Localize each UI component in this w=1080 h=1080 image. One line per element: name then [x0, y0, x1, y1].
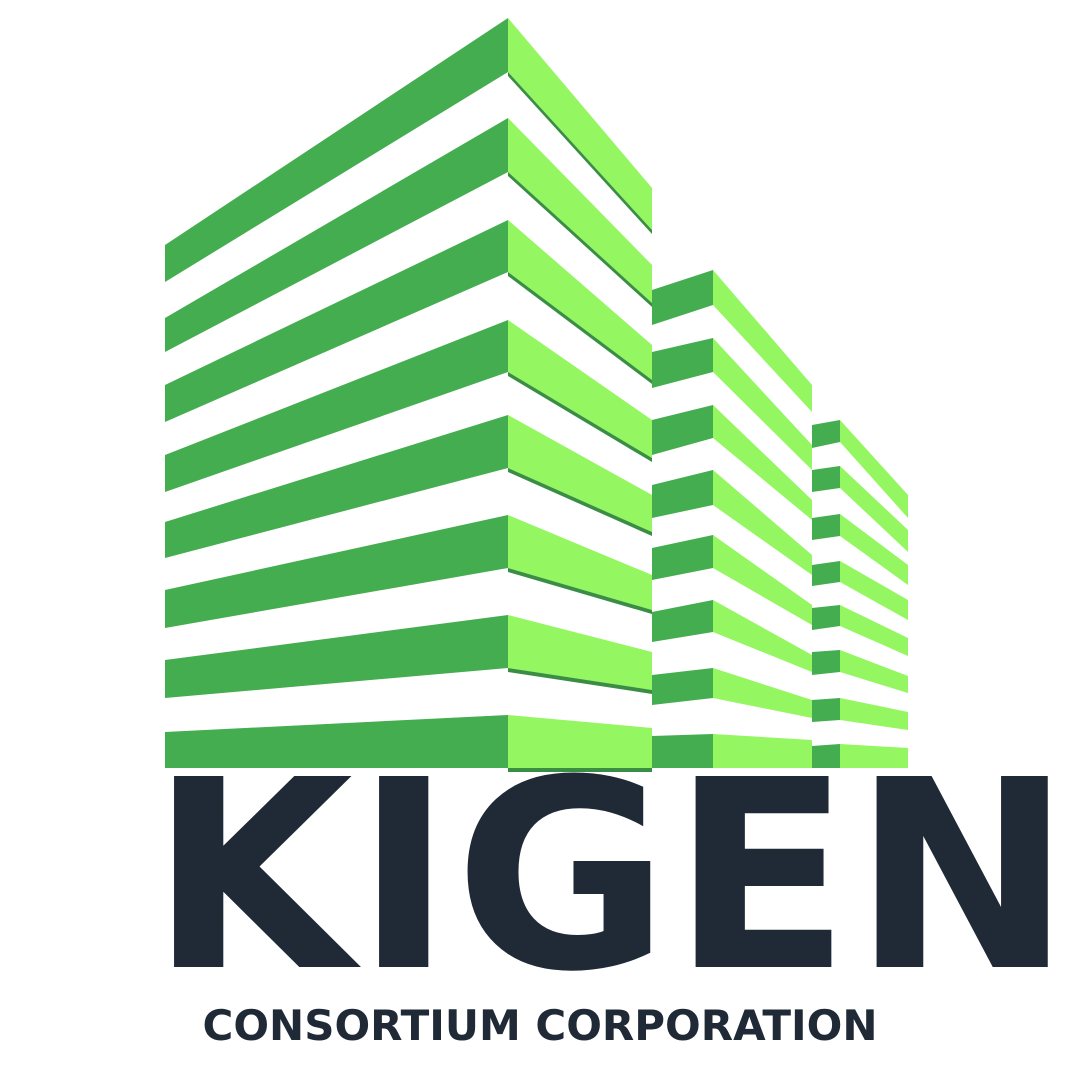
tower-left-stripe	[165, 220, 508, 422]
lowrise-right-stripe	[840, 650, 908, 693]
lowrise-right-stripe	[840, 744, 908, 768]
lowrise-left-stripe	[812, 466, 840, 492]
tower-right-stripe	[508, 18, 652, 230]
midrise-right-stripe	[713, 668, 812, 718]
tower-shadow-edge	[508, 72, 652, 234]
tower-left-stripe	[165, 715, 508, 768]
midrise-right-stripe	[713, 270, 812, 412]
lowrise-right-stripe	[840, 605, 908, 656]
tower-shadow-edge	[508, 172, 652, 307]
tower-left-stripe	[165, 18, 508, 282]
midrise-right-stripe	[713, 600, 812, 672]
tower-shadow-edge	[508, 272, 652, 384]
tower-right-stripe	[508, 515, 652, 610]
midrise-left-stripe	[652, 600, 713, 642]
building-stripes-icon	[165, 18, 908, 772]
lowrise-right-stripe	[840, 466, 908, 552]
tower-shadow-edge	[508, 668, 652, 694]
tower-left-stripe	[165, 515, 508, 628]
tower-left-stripe	[165, 415, 508, 558]
tower-shadow-edge	[508, 768, 652, 772]
lowrise-left-stripe	[812, 744, 840, 768]
lowrise-left-stripe	[812, 561, 840, 586]
company-wordmark: KIGEN	[150, 724, 1074, 1029]
lowrise-right-stripe	[840, 514, 908, 585]
tower-right-stripe	[508, 220, 652, 380]
midrise-left-stripe	[652, 535, 713, 580]
tower-right-stripe	[508, 118, 652, 303]
lowrise-right-stripe	[840, 561, 908, 620]
midrise-right-stripe	[713, 470, 812, 575]
midrise-right-stripe	[713, 734, 812, 768]
midrise-right-stripe	[713, 338, 812, 470]
lowrise-right-stripe	[840, 420, 908, 518]
midrise-left-stripe	[652, 734, 713, 768]
tower-shadow-edge	[508, 468, 652, 536]
midrise-left-stripe	[652, 270, 713, 325]
midrise-left-stripe	[652, 470, 713, 518]
tower-right-stripe	[508, 615, 652, 690]
company-tagline: CONSORTIUM CORPORATION	[202, 1001, 878, 1050]
tower-left-stripe	[165, 118, 508, 352]
lowrise-left-stripe	[812, 605, 840, 630]
midrise-left-stripe	[652, 338, 713, 388]
midrise-right-stripe	[713, 405, 812, 520]
tower-shadow-edge	[508, 372, 652, 462]
tower-shadow-edge	[508, 568, 652, 614]
tower-right-stripe	[508, 715, 652, 768]
tower-left-stripe	[165, 320, 508, 492]
tower-right-stripe	[508, 415, 652, 532]
midrise-left-stripe	[652, 668, 713, 705]
tower-left-stripe	[165, 615, 508, 698]
tower-right-stripe	[508, 320, 652, 458]
lowrise-left-stripe	[812, 514, 840, 540]
lowrise-left-stripe	[812, 650, 840, 675]
midrise-left-stripe	[652, 405, 713, 455]
midrise-right-stripe	[713, 535, 812, 625]
lowrise-left-stripe	[812, 698, 840, 722]
lowrise-left-stripe	[812, 420, 840, 448]
lowrise-right-stripe	[840, 698, 908, 730]
